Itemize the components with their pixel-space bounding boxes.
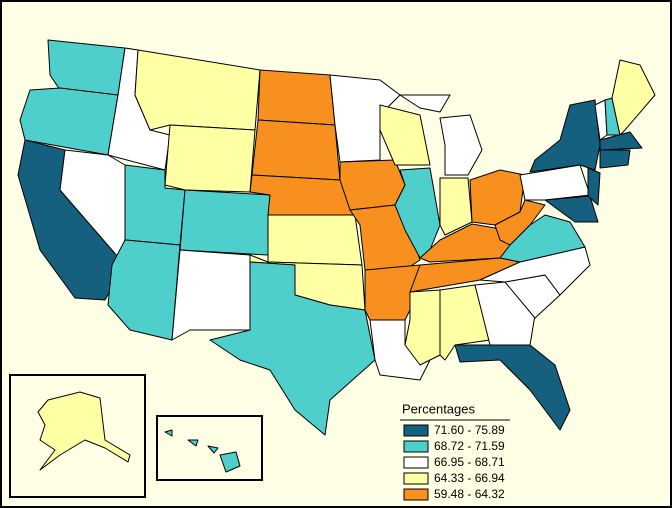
- state: [399, 94, 451, 113]
- state: [439, 177, 473, 236]
- state: [474, 281, 536, 346]
- legend-swatch: [403, 424, 429, 437]
- state: [267, 214, 363, 266]
- state: [164, 124, 256, 193]
- state: [479, 246, 591, 296]
- state: [257, 69, 336, 126]
- state: [499, 214, 586, 263]
- legend-swatch: [403, 456, 429, 469]
- state: [339, 159, 406, 211]
- state: [454, 344, 571, 431]
- state: [439, 114, 483, 176]
- state: [37, 391, 131, 471]
- state: [251, 119, 341, 181]
- state: [544, 195, 599, 223]
- state: [494, 199, 546, 246]
- legend-label: 71.60 - 75.89: [434, 423, 505, 437]
- state: [171, 249, 251, 341]
- state: [379, 104, 431, 166]
- state: [164, 429, 173, 437]
- state: [599, 131, 643, 151]
- legend-swatch: [403, 472, 429, 485]
- legend-label: 64.33 - 66.94: [434, 471, 505, 485]
- states: [17, 39, 656, 436]
- legend-label: 68.72 - 71.59: [434, 439, 505, 453]
- state: [329, 74, 401, 163]
- state: [587, 167, 601, 206]
- state: [599, 149, 631, 169]
- legend-label: 59.48 - 64.32: [434, 487, 505, 501]
- state: [47, 39, 126, 96]
- state: [209, 261, 376, 436]
- state: [219, 451, 241, 473]
- legend-swatch: [403, 488, 429, 501]
- state: [179, 189, 271, 256]
- legend-title: Percentages: [402, 401, 475, 416]
- legend-label: 66.95 - 68.71: [434, 455, 505, 469]
- state: [107, 239, 181, 341]
- state: [369, 319, 431, 381]
- legend-swatch: [403, 440, 429, 453]
- legend: Percentages 71.60 - 75.89 68.72 - 71.59 66…: [400, 401, 510, 501]
- state: [207, 445, 219, 454]
- state: [187, 439, 199, 447]
